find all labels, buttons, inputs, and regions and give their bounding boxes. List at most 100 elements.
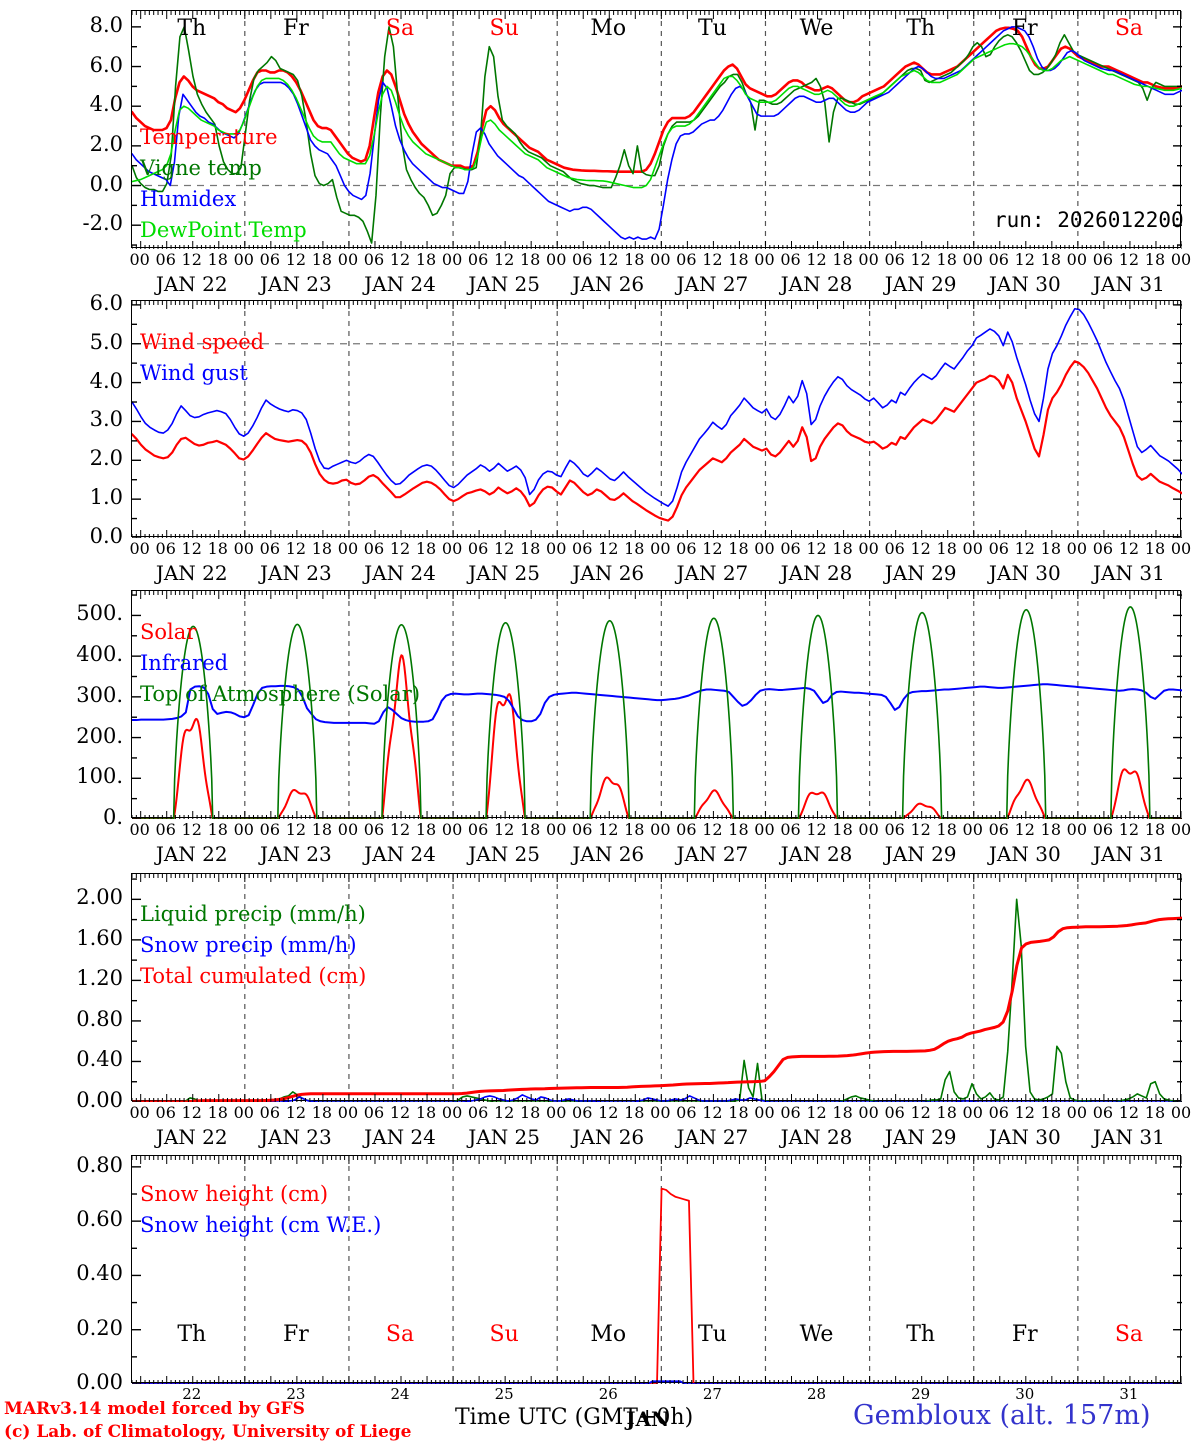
x-tick-hour: 18 [311,1103,333,1122]
x-tick-hour: 18 [207,820,228,839]
x-tick-hour: 06 [676,1103,697,1122]
x-tick-hour: 18 [728,820,749,839]
x-tick-hour: 06 [155,250,176,269]
x-tick-hour: 06 [363,820,385,839]
x-tick-day: JAN 31 [1093,1125,1165,1149]
x-tick-hour: 12 [493,820,515,839]
x-tick-hour: 18 [519,250,541,269]
x-tick-hour: 06 [572,539,593,558]
footer-model: MARv3.14 model forced by GFS [4,1399,305,1419]
x-tick-day: JAN 23 [259,1125,332,1149]
x-tick-hour: 06 [363,250,385,269]
x-tick-hour: 12 [389,820,411,839]
x-tick-hour: 18 [311,250,333,269]
legend-item-temperature-0: Temperature [140,125,278,149]
x-tick-hour: 12 [389,250,411,269]
y-tick-label: 400. [76,642,123,667]
legend-item-temperature-2: Humidex [140,187,237,211]
x-tick-hour: 12 [1014,250,1035,269]
x-tick-hour: 06 [155,1103,176,1122]
weekday-label-bottom: Mo [590,1322,627,1347]
x-tick-day: JAN 28 [780,842,853,866]
x-tick-hour: 06 [988,250,1009,269]
x-tick-day: JAN 28 [780,1125,853,1149]
x-tick-hour: 18 [519,820,541,839]
x-tick-hour: 12 [1014,539,1035,558]
x-tick-day: JAN 27 [676,272,749,296]
x-tick-hour: 00 [858,539,879,558]
x-tick-hour: 12 [389,539,411,558]
x-tick-daynum: 28 [806,1385,827,1403]
x-tick-hour: 12 [910,820,931,839]
x-tick-hour: 12 [910,1103,931,1122]
x-tick-hour: 18 [1144,1103,1166,1122]
x-tick-hour: 06 [780,539,801,558]
legend-item-temperature-1: Vigne temp [140,156,262,180]
x-tick-hour: 06 [884,539,905,558]
x-tick-daynum: 23 [286,1385,306,1403]
legend-item-precip-1: Snow precip (mm/h) [140,933,357,957]
y-tick-label: 300. [76,682,123,707]
x-tick-hour: 00 [546,1103,567,1122]
x-tick-day: JAN 26 [572,272,645,296]
y-tick-label: 2.00 [76,885,123,910]
weekday-label-bottom: We [799,1322,834,1347]
x-tick-hour: 18 [728,539,749,558]
weekday-label-top: Su [489,16,519,41]
y-tick-label: 100. [76,764,123,789]
legend-item-snow-0: Snow height (cm) [140,1182,329,1206]
x-tick-hour: 00 [1170,1103,1192,1122]
legend-item-precip-0: Liquid precip (mm/h) [140,902,366,926]
x-tick-hour: 12 [598,820,619,839]
x-tick-hour: 18 [936,820,957,839]
x-tick-day: JAN 26 [572,561,645,585]
x-tick-hour: 00 [233,539,254,558]
x-tick-hour: 06 [780,820,801,839]
x-tick-day: JAN 24 [364,842,436,866]
y-tick-label: 0.00 [76,1370,123,1394]
x-tick-hour: 06 [155,539,176,558]
x-tick-hour: 06 [467,1103,489,1122]
x-tick-hour: 06 [884,250,905,269]
x-tick-day: JAN 22 [155,1125,228,1149]
plot-area-temperature [131,10,1182,249]
weekday-label-top: Fr [1011,16,1038,41]
x-tick-hour: 18 [832,1103,853,1122]
x-tick-hour: 00 [1066,820,1088,839]
x-tick-day: JAN 23 [259,272,332,296]
x-tick-hour: 18 [1040,820,1062,839]
x-tick-hour: 12 [389,1103,411,1122]
x-tick-hour: 00 [129,1103,150,1122]
x-tick-hour: 18 [728,250,749,269]
y-tick-label: 0.0 [89,171,123,196]
y-tick-label: 1.0 [89,485,123,510]
x-tick-hour: 06 [780,250,801,269]
y-tick-label: 2.0 [89,446,123,471]
x-tick-hour: 12 [181,539,202,558]
x-tick-hour: 18 [1144,250,1166,269]
x-tick-hour: 18 [832,539,853,558]
x-tick-hour: 18 [936,1103,957,1122]
x-tick-hour: 06 [780,1103,801,1122]
y-tick-label: -2.0 [82,211,124,236]
x-tick-hour: 00 [337,1103,359,1122]
x-tick-hour: 00 [1170,820,1192,839]
x-tick-hour: 06 [572,820,593,839]
weekday-label-bottom: Fr [282,1322,309,1347]
x-tick-day: JAN 26 [572,842,645,866]
x-tick-hour: 12 [1118,539,1140,558]
x-tick-hour: 06 [259,820,281,839]
x-tick-hour: 00 [233,1103,254,1122]
x-tick-hour: 06 [572,1103,593,1122]
x-tick-hour: 18 [1144,820,1166,839]
plot-area-energy [131,590,1182,819]
legend-item-energy-2: Top of Atmosphere (Solar) [140,682,421,706]
x-tick-hour: 00 [129,250,150,269]
weekday-label-top: Sa [1114,16,1144,41]
x-tick-day: JAN 27 [676,842,749,866]
legend-item-wind-0: Wind speed [140,330,265,354]
x-tick-hour: 00 [858,250,879,269]
x-tick-hour: 12 [702,1103,723,1122]
x-tick-hour: 12 [181,820,202,839]
x-tick-hour: 12 [806,1103,827,1122]
